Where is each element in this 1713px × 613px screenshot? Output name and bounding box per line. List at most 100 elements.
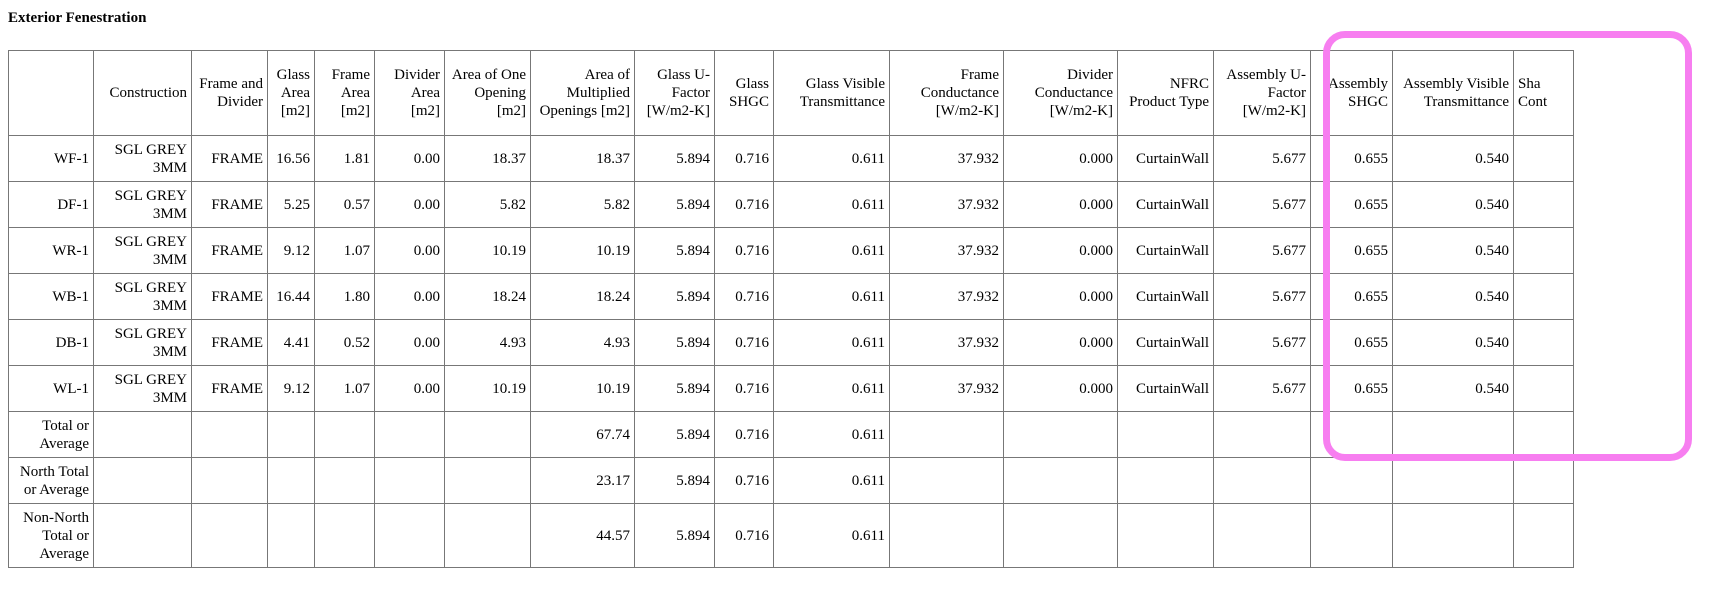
table-row: Non-North Total or Average 44.57 5.894 0.71… xyxy=(8,503,1574,568)
table-cell xyxy=(1117,457,1214,504)
table-cell: 0.000 xyxy=(1003,365,1118,412)
header-cell-glass-u-factor: Glass U-Factor [W/m2-K] xyxy=(634,50,715,136)
table-cell: 1.80 xyxy=(314,273,375,320)
header-cell-shading-control: Sha Cont xyxy=(1513,50,1574,136)
table-cell xyxy=(1310,503,1393,568)
table-cell: 0.00 xyxy=(374,135,445,182)
table-cell: WB-1 xyxy=(8,273,94,320)
table-cell: FRAME xyxy=(191,227,268,274)
table-cell: 5.894 xyxy=(634,365,715,412)
table-cell: 1.81 xyxy=(314,135,375,182)
table-cell xyxy=(374,411,445,458)
table-cell: 5.677 xyxy=(1213,365,1311,412)
table-cell: 0.611 xyxy=(773,135,890,182)
table-cell: 18.24 xyxy=(444,273,531,320)
table-cell: 16.44 xyxy=(267,273,315,320)
table-cell: CurtainWall xyxy=(1117,227,1214,274)
table-cell xyxy=(1003,503,1118,568)
table-cell: 0.000 xyxy=(1003,135,1118,182)
table-cell: 0.540 xyxy=(1392,181,1514,228)
table-cell xyxy=(1513,503,1574,568)
table-cell: 0.655 xyxy=(1310,365,1393,412)
table-cell: 67.74 xyxy=(530,411,635,458)
table-cell: 5.82 xyxy=(530,181,635,228)
header-cell-nfrc-product-type: NFRC Product Type xyxy=(1117,50,1214,136)
table-cell xyxy=(889,457,1004,504)
table-row: WR-1 SGL GREY 3MM FRAME 9.12 1.07 0.00 10.19 10… xyxy=(8,227,1574,274)
table-cell: 0.00 xyxy=(374,365,445,412)
table-cell xyxy=(1003,457,1118,504)
table-cell xyxy=(267,503,315,568)
table-cell: 10.19 xyxy=(530,227,635,274)
header-cell-glass-area: Glass Area [m2] xyxy=(267,50,315,136)
table-cell: 0.716 xyxy=(714,319,774,366)
table-cell: 0.540 xyxy=(1392,135,1514,182)
table-cell: 5.677 xyxy=(1213,319,1311,366)
header-cell-divider-conductance: Divider Conductance [W/m2-K] xyxy=(1003,50,1118,136)
table-cell: CurtainWall xyxy=(1117,273,1214,320)
table-cell: 10.19 xyxy=(530,365,635,412)
table-cell xyxy=(1310,457,1393,504)
table-cell: 5.894 xyxy=(634,181,715,228)
table-cell: 10.19 xyxy=(444,227,531,274)
table-cell: 0.00 xyxy=(374,181,445,228)
table-cell: 5.894 xyxy=(634,273,715,320)
table-cell: 0.611 xyxy=(773,181,890,228)
table-cell: SGL GREY 3MM xyxy=(93,135,192,182)
header-cell-area-multiplied-openings: Area of Multiplied Openings [m2] xyxy=(530,50,635,136)
table-cell xyxy=(267,411,315,458)
table-cell: 18.37 xyxy=(444,135,531,182)
table-cell: SGL GREY 3MM xyxy=(93,319,192,366)
table-cell: 5.677 xyxy=(1213,227,1311,274)
table-cell: 0.611 xyxy=(773,457,890,504)
table-cell: 10.19 xyxy=(444,365,531,412)
table-cell xyxy=(314,411,375,458)
table-cell: 0.716 xyxy=(714,273,774,320)
table-cell: 18.37 xyxy=(530,135,635,182)
table-cell: 5.677 xyxy=(1213,135,1311,182)
table-cell: 0.716 xyxy=(714,365,774,412)
table-cell: 1.07 xyxy=(314,227,375,274)
table-cell xyxy=(1310,411,1393,458)
table-cell: 5.894 xyxy=(634,319,715,366)
table-cell: 0.00 xyxy=(374,319,445,366)
table-cell: SGL GREY 3MM xyxy=(93,227,192,274)
table-cell: 0.716 xyxy=(714,457,774,504)
header-cell-divider-area: Divider Area [m2] xyxy=(374,50,445,136)
table-cell: FRAME xyxy=(191,319,268,366)
header-cell-glass-shgc: Glass SHGC xyxy=(714,50,774,136)
table-cell: 5.82 xyxy=(444,181,531,228)
header-cell-frame-area: Frame Area [m2] xyxy=(314,50,375,136)
table-cell: SGL GREY 3MM xyxy=(93,365,192,412)
table-cell: 5.25 xyxy=(267,181,315,228)
table-cell: 0.57 xyxy=(314,181,375,228)
table-cell: SGL GREY 3MM xyxy=(93,273,192,320)
table-cell: 18.24 xyxy=(530,273,635,320)
table-cell xyxy=(1513,411,1574,458)
table-cell xyxy=(1513,273,1574,320)
table-cell: 0.716 xyxy=(714,227,774,274)
header-cell-assembly-u-factor: Assembly U-Factor [W/m2-K] xyxy=(1213,50,1311,136)
table-cell xyxy=(1213,411,1311,458)
table-cell: 0.611 xyxy=(773,411,890,458)
header-cell-assembly-visible-transmittance: Assembly Visible Transmittance xyxy=(1392,50,1514,136)
table-cell: 0.716 xyxy=(714,503,774,568)
table-cell: 0.000 xyxy=(1003,319,1118,366)
table-cell xyxy=(1213,503,1311,568)
table-cell: 5.894 xyxy=(634,503,715,568)
table-cell: 0.716 xyxy=(714,135,774,182)
table-cell: 0.655 xyxy=(1310,181,1393,228)
table-cell xyxy=(444,411,531,458)
table-cell: 37.932 xyxy=(889,365,1004,412)
table-cell: 0.611 xyxy=(773,227,890,274)
table-cell: 0.540 xyxy=(1392,365,1514,412)
table-cell xyxy=(267,457,315,504)
table-cell: FRAME xyxy=(191,181,268,228)
table-cell: 23.17 xyxy=(530,457,635,504)
table-cell xyxy=(1513,365,1574,412)
table-cell xyxy=(1392,503,1514,568)
table-cell: 4.93 xyxy=(530,319,635,366)
table-cell: 0.611 xyxy=(773,503,890,568)
table-cell: 4.93 xyxy=(444,319,531,366)
table-cell: WR-1 xyxy=(8,227,94,274)
